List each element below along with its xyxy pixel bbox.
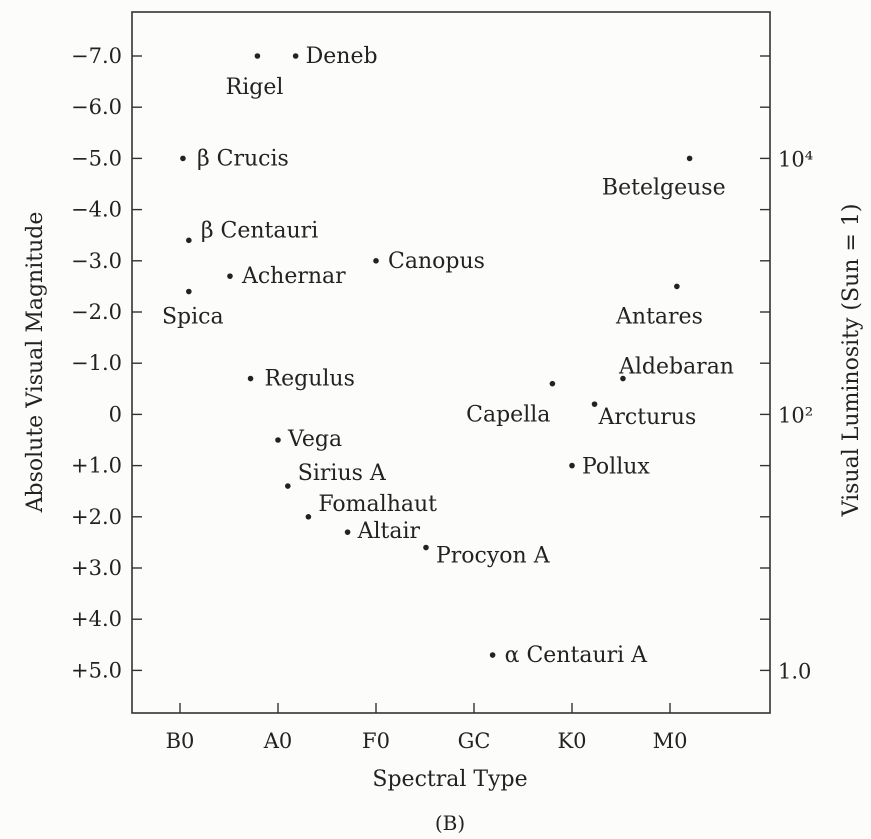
star-label-aldebaran: Aldebaran [618, 355, 734, 380]
y-tick-label: −7.0 [71, 44, 122, 68]
y-tick-label: +4.0 [71, 607, 122, 631]
star-point-antares [674, 283, 680, 290]
star-point-pollux [569, 462, 575, 469]
y-axis-title: Absolute Visual Magnitude [23, 212, 48, 514]
star-point-achernar [227, 273, 233, 279]
x-tick-label: B0 [166, 729, 195, 753]
star-label-canopus: Canopus [388, 249, 485, 274]
star-label-fomalhaut: Fomalhaut [318, 492, 437, 517]
star-label-sirius-a: Sirius A [298, 461, 387, 486]
star-label-altair: Altair [357, 519, 421, 544]
star-label-vega: Vega [287, 427, 342, 452]
y-tick-label: −3.0 [71, 249, 122, 273]
star-label-regulus: Regulus [265, 367, 355, 392]
star-point-spica [186, 288, 192, 295]
x-axis-title: Spectral Type [372, 767, 527, 792]
y-tick-label: −4.0 [71, 198, 122, 222]
x-tick-label: F0 [362, 729, 390, 753]
y-tick-label: −1.0 [71, 351, 122, 375]
y-right-axis-title: Visual Luminosity (Sun = 1) [839, 204, 864, 518]
star-label-rigel: Rigel [226, 75, 284, 100]
star-label-betelgeuse: Betelgeuse [602, 175, 726, 200]
star-point-crucis [180, 155, 186, 162]
star-point-fomalhaut [305, 514, 312, 520]
y-tick-label: +2.0 [71, 505, 122, 529]
star-point-arcturus [591, 401, 598, 407]
y-tick-label: −2.0 [71, 300, 122, 324]
star-label-arcturus: Arcturus [598, 405, 697, 430]
star-point-rigel [254, 53, 261, 59]
y-tick-label: 0 [109, 402, 122, 426]
y-tick-label: −5.0 [71, 146, 122, 170]
star-point-betelgeuse [686, 155, 693, 162]
star-point-sirius-a [285, 483, 291, 489]
star-label-deneb: Deneb [306, 44, 378, 69]
star-point-vega [275, 437, 281, 443]
star-label-centauri: β Centauri [201, 218, 318, 243]
star-label-procyon-a: Procyon A [436, 544, 551, 569]
star-label-capella: Capella [466, 403, 550, 428]
star-point-centauri-a [489, 652, 496, 658]
star-point-altair [344, 529, 351, 535]
star-point-canopus [373, 258, 379, 264]
star-point-aldebaran [620, 375, 626, 382]
y-right-tick-label: 10² [778, 403, 813, 427]
star-point-deneb [292, 53, 299, 59]
star-label-antares: Antares [615, 304, 703, 329]
panel-label: (B) [435, 811, 465, 835]
star-label-crucis: β Crucis [197, 146, 289, 171]
y-tick-label: −6.0 [71, 95, 122, 119]
star-label-pollux: Pollux [582, 455, 650, 480]
x-tick-label: A0 [263, 729, 293, 753]
star-point-centauri [186, 237, 192, 244]
y-tick-label: +5.0 [71, 658, 122, 682]
star-label-centauri-a: α Centauri A [505, 643, 649, 668]
y-tick-label: +1.0 [71, 454, 122, 478]
x-tick-label: K0 [557, 729, 586, 753]
y-right-tick-label: 1.0 [778, 659, 811, 683]
x-tick-label: GC [458, 729, 491, 753]
y-tick-label: +3.0 [71, 556, 122, 580]
star-label-achernar: Achernar [241, 264, 346, 289]
star-label-spica: Spica [162, 305, 224, 330]
x-tick-label: M0 [653, 729, 688, 753]
star-point-regulus [247, 375, 254, 382]
y-right-tick-label: 10⁴ [778, 147, 813, 171]
star-point-capella [549, 380, 556, 387]
star-point-procyon-a [423, 544, 429, 551]
